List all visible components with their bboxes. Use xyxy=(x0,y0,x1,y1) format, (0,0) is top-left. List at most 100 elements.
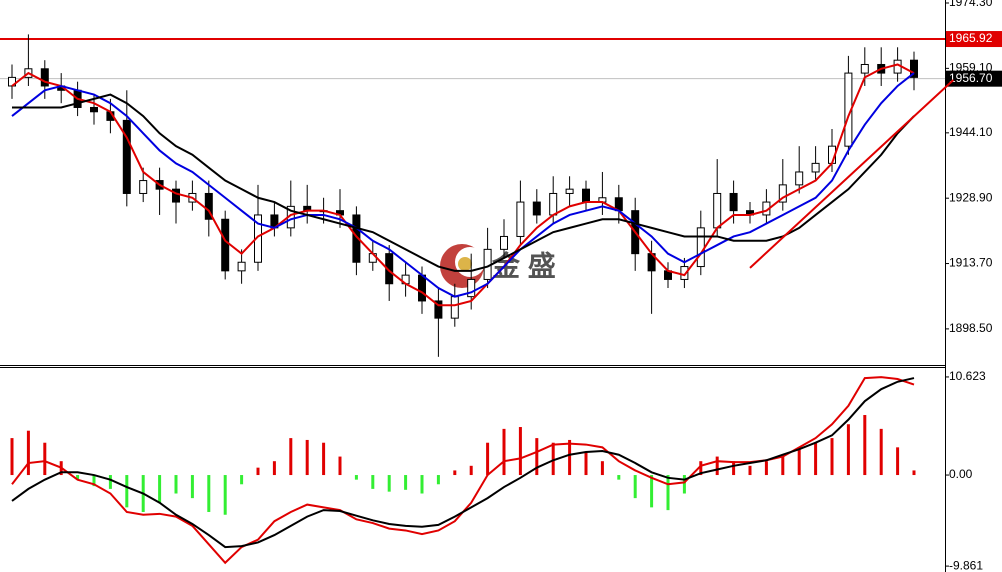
histogram-bar xyxy=(108,475,112,489)
y-tick-label: 10.623 xyxy=(949,369,986,383)
candle-body xyxy=(122,119,131,194)
histogram-bar xyxy=(190,475,194,499)
candle-body xyxy=(729,192,738,212)
histogram-bar xyxy=(699,461,703,476)
watermark: 金 盛 xyxy=(491,249,556,281)
histogram-bar xyxy=(371,475,375,489)
candle-body xyxy=(713,192,722,229)
candle-body xyxy=(434,300,443,319)
candle-body xyxy=(696,227,705,268)
histogram-bar xyxy=(551,442,555,476)
histogram-bar xyxy=(436,475,440,485)
histogram-bar xyxy=(568,439,572,476)
histogram-bar xyxy=(518,427,522,476)
moving-average xyxy=(12,93,915,272)
candle-body xyxy=(221,218,230,272)
histogram-bar xyxy=(76,475,80,480)
candle-body xyxy=(352,214,361,263)
histogram-bar xyxy=(43,442,47,476)
histogram-bar xyxy=(272,461,276,476)
y-tick-label: 1974.30 xyxy=(949,0,993,9)
histogram-bar xyxy=(912,470,916,476)
histogram-bar xyxy=(404,475,408,490)
histogram-bar xyxy=(305,439,309,476)
candle-body xyxy=(450,296,459,319)
histogram-bar xyxy=(715,456,719,476)
price-label: 1956.70 xyxy=(949,71,993,85)
y-tick-label: -9.861 xyxy=(949,558,983,572)
trendline xyxy=(749,79,955,269)
histogram-bar xyxy=(535,438,539,476)
y-tick-label: 1928.90 xyxy=(949,190,993,204)
candle-body xyxy=(172,188,180,203)
histogram-bar xyxy=(879,428,883,476)
histogram-bar xyxy=(92,475,96,487)
histogram-bar xyxy=(486,442,490,476)
price-label: 1965.92 xyxy=(949,31,993,45)
candle-body xyxy=(90,106,98,113)
macd-line xyxy=(11,377,915,549)
candle-body xyxy=(795,171,804,186)
histogram-bar xyxy=(469,465,473,476)
histogram-bar xyxy=(748,465,752,476)
histogram-bar xyxy=(240,475,244,485)
candle-body xyxy=(532,201,541,216)
histogram-bar xyxy=(633,475,637,499)
candle-body xyxy=(811,162,820,173)
candle-body xyxy=(565,188,574,194)
candle-body xyxy=(40,68,49,87)
histogram-bar xyxy=(289,438,293,476)
candle-body xyxy=(237,261,246,272)
histogram-bar xyxy=(420,475,424,494)
histogram-bar xyxy=(682,475,686,494)
candle-body xyxy=(910,59,918,78)
y-tick-label: 1913.70 xyxy=(949,256,993,270)
y-tick-label: 0.00 xyxy=(949,467,973,481)
histogram-bar xyxy=(125,475,129,508)
histogram-bar xyxy=(617,475,621,480)
candle-body xyxy=(778,184,787,203)
moving-average xyxy=(11,63,915,307)
candle-body xyxy=(516,201,525,237)
price-label-box xyxy=(946,70,1002,87)
histogram-bar xyxy=(732,461,736,476)
histogram-bar xyxy=(781,456,785,476)
candle-body xyxy=(680,266,689,280)
candle-body xyxy=(549,192,558,216)
histogram-bar xyxy=(650,475,654,508)
y-tick-label: 1944.10 xyxy=(949,125,993,139)
histogram-bar xyxy=(174,475,178,494)
histogram-bar xyxy=(764,461,768,476)
histogram-bar xyxy=(453,470,457,476)
histogram-bar xyxy=(797,447,801,476)
histogram-bar xyxy=(846,424,850,476)
histogram-bar xyxy=(207,475,211,512)
histogram-bar xyxy=(814,442,818,476)
histogram-bar xyxy=(10,438,14,476)
candle-body xyxy=(500,235,508,250)
candle-body xyxy=(860,63,869,74)
candle-body xyxy=(467,278,476,298)
histogram-bar xyxy=(584,451,588,476)
histogram-bar xyxy=(830,438,834,476)
histogram-bar xyxy=(223,475,227,515)
histogram-bar xyxy=(666,475,670,511)
candle-body xyxy=(254,214,262,263)
histogram-bar xyxy=(354,475,358,480)
histogram-bar xyxy=(158,475,162,503)
histogram-bar xyxy=(322,442,326,476)
candle-body xyxy=(139,180,148,194)
histogram-bar xyxy=(26,430,30,476)
candle-body xyxy=(582,188,590,203)
candle-body xyxy=(204,192,213,220)
moving-average xyxy=(11,72,915,298)
histogram-bar xyxy=(256,467,260,476)
candle-body xyxy=(385,253,394,285)
histogram-bar xyxy=(338,456,342,476)
candle-body xyxy=(418,274,426,302)
price-label-box xyxy=(946,31,1002,48)
histogram-bar xyxy=(863,415,867,476)
histogram-bar xyxy=(600,461,604,476)
